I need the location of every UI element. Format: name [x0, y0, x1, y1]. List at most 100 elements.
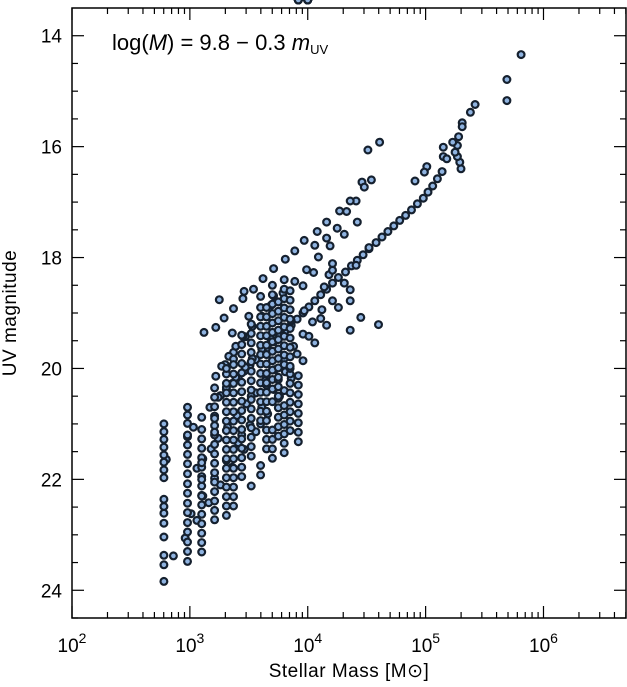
data-point	[237, 387, 247, 397]
data-point	[237, 443, 247, 453]
data-point	[237, 377, 247, 387]
data-point	[221, 416, 231, 426]
data-point	[197, 547, 207, 557]
data-point	[293, 390, 303, 400]
data-point	[229, 304, 239, 314]
annotation-mvar: m	[292, 30, 310, 55]
data-point	[293, 408, 303, 418]
data-point	[210, 458, 220, 468]
data-point	[183, 527, 193, 537]
data-point	[371, 238, 381, 248]
data-point	[183, 556, 193, 566]
data-point	[333, 303, 343, 313]
data-point	[328, 265, 338, 275]
data-point	[395, 215, 405, 225]
annotation-prefix: log(	[112, 30, 149, 55]
data-point	[335, 206, 345, 216]
data-point	[210, 413, 220, 423]
data-point	[183, 469, 193, 479]
data-point	[256, 291, 266, 301]
data-point	[237, 330, 247, 340]
data-point	[332, 223, 342, 233]
data-point	[159, 434, 169, 444]
data-point	[183, 518, 193, 528]
data-point	[310, 240, 320, 250]
data-point	[364, 243, 374, 253]
annotation-sub: UV	[310, 42, 328, 57]
data-point	[428, 181, 438, 191]
data-point	[183, 440, 193, 450]
data-point	[183, 488, 193, 498]
data-point	[502, 74, 512, 84]
data-point	[310, 338, 320, 348]
data-point	[221, 407, 231, 417]
data-point	[221, 501, 231, 511]
data-point	[229, 407, 239, 417]
data-point	[159, 532, 169, 542]
data-point	[246, 395, 256, 405]
data-point	[285, 324, 295, 334]
data-point	[325, 241, 335, 251]
data-point	[237, 462, 247, 472]
data-point	[352, 217, 362, 227]
data-point	[221, 397, 231, 407]
data-point	[237, 453, 247, 463]
data-point	[183, 546, 193, 556]
data-point	[285, 333, 295, 343]
data-point	[267, 290, 277, 300]
data-point	[303, 0, 313, 5]
data-point	[285, 314, 295, 324]
data-point	[159, 518, 169, 528]
data-point	[363, 145, 373, 155]
data-point	[237, 425, 247, 435]
data-point	[183, 479, 193, 489]
data-point	[310, 296, 320, 306]
data-point	[246, 413, 256, 423]
data-point	[351, 260, 361, 270]
data-point	[221, 364, 231, 374]
data-point	[316, 314, 326, 324]
data-point	[258, 274, 268, 284]
data-point	[262, 406, 272, 416]
data-point	[285, 352, 295, 362]
data-point	[159, 560, 169, 570]
data-point	[210, 427, 220, 437]
data-point	[237, 368, 247, 378]
data-point	[246, 385, 256, 395]
data-point	[442, 154, 452, 164]
data-point	[244, 311, 254, 321]
data-point	[168, 551, 178, 561]
data-point	[159, 550, 169, 560]
x-tick-label: 103	[175, 630, 204, 657]
data-point	[322, 320, 332, 330]
data-point	[237, 415, 247, 425]
data-point	[285, 388, 295, 398]
data-point	[407, 205, 417, 215]
data-point	[302, 265, 312, 275]
data-point	[345, 285, 355, 295]
data-point	[183, 508, 193, 518]
data-points	[159, 0, 526, 586]
data-point	[229, 360, 239, 370]
data-point	[322, 217, 332, 227]
data-point	[221, 482, 231, 492]
data-point	[312, 227, 322, 237]
data-point	[159, 465, 169, 475]
data-point	[219, 313, 229, 323]
data-point	[197, 509, 207, 519]
data-point	[221, 378, 231, 388]
data-point	[299, 235, 309, 245]
data-point	[285, 378, 295, 388]
data-point	[317, 305, 327, 315]
data-point	[454, 132, 464, 142]
data-point	[237, 472, 247, 482]
data-point	[410, 176, 420, 186]
data-point	[345, 325, 355, 335]
data-point	[159, 442, 169, 452]
data-point	[227, 328, 237, 338]
data-point	[279, 448, 289, 458]
data-point	[221, 388, 231, 398]
data-point	[299, 306, 309, 316]
data-point	[159, 450, 169, 460]
